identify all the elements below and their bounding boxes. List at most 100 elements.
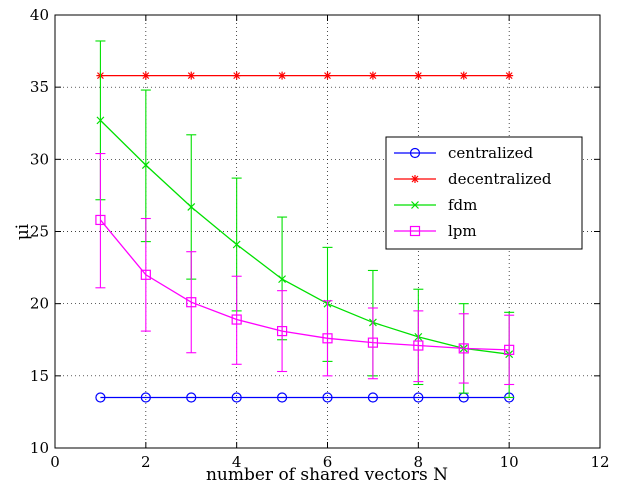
data-point-stroke-b — [187, 203, 196, 211]
series-line — [99, 219, 510, 351]
legend-marker-stroke-d — [411, 175, 419, 183]
data-point-shape — [413, 392, 424, 403]
data-point — [187, 203, 196, 211]
data-point-shape — [367, 392, 379, 403]
legend-marker — [409, 225, 421, 237]
legend-marker-shape — [409, 147, 421, 159]
data-point — [504, 344, 515, 355]
data-point-shape — [95, 214, 106, 226]
data-point-shape — [140, 269, 151, 280]
data-point-stroke-d — [142, 72, 150, 80]
series-layer — [95, 40, 515, 403]
data-point — [140, 269, 151, 280]
data-point-shape — [322, 392, 333, 403]
series-line — [99, 119, 510, 355]
axis-ticks: 0 2 4 6 8 10 12 10 15 20 25 30 35 40 — [30, 6, 610, 471]
data-point-shape — [276, 325, 288, 337]
data-point — [367, 392, 379, 403]
data-point — [413, 340, 424, 351]
data-point-stroke-d — [460, 72, 468, 80]
y-tick-label: 40 — [30, 6, 49, 24]
legend-entry: fdm — [394, 196, 477, 214]
data-point-shape — [367, 337, 379, 348]
data-point-stroke-d — [324, 72, 331, 80]
data-point-stroke-d — [369, 72, 377, 80]
data-point — [459, 71, 468, 80]
x-tick-label: 2 — [141, 453, 151, 471]
data-point-stroke-b — [232, 240, 241, 249]
data-point — [322, 333, 333, 344]
y-axis-label: μi — [13, 223, 33, 240]
y-tick-label: 10 — [30, 439, 49, 457]
x-tick-label: 0 — [50, 453, 60, 471]
data-point-shape — [458, 343, 469, 354]
legend-marker — [411, 175, 419, 183]
data-point-shape — [186, 392, 197, 403]
data-point — [367, 337, 379, 348]
data-point-shape — [231, 392, 242, 403]
legend-marker — [409, 147, 421, 159]
data-point — [187, 71, 196, 80]
legend-marker-shape — [409, 225, 421, 237]
data-point — [323, 71, 332, 80]
data-point-stroke-b — [96, 116, 105, 125]
x-tick-label: 10 — [500, 453, 519, 471]
data-point-shape — [413, 340, 424, 351]
data-point-shape — [322, 333, 333, 344]
data-point — [141, 71, 150, 80]
data-point-shape — [231, 314, 242, 325]
legend-entry: decentralized — [394, 170, 552, 188]
data-point — [413, 392, 424, 403]
legend-label: lpm — [448, 222, 477, 240]
data-point-stroke-d — [414, 72, 422, 80]
data-point — [140, 392, 151, 403]
data-point — [95, 392, 106, 403]
data-point — [458, 343, 469, 354]
data-point — [232, 240, 241, 249]
data-point — [96, 116, 105, 125]
x-tick-label: 6 — [323, 453, 333, 471]
y-tick-label: 25 — [30, 223, 49, 241]
x-tick-label: 8 — [414, 453, 424, 471]
data-point — [276, 392, 288, 403]
legend-marker-stroke-b — [411, 201, 419, 209]
data-point — [368, 71, 377, 80]
data-point — [414, 71, 423, 80]
series-lpm — [95, 153, 515, 386]
legend-label: fdm — [448, 196, 477, 214]
data-point — [278, 71, 287, 80]
legend-entry: centralized — [394, 144, 533, 162]
data-point-stroke-d — [187, 72, 195, 80]
legend-label: centralized — [448, 144, 533, 162]
data-point — [141, 161, 150, 170]
data-point — [322, 392, 333, 403]
data-point — [186, 297, 197, 308]
y-tick-label: 15 — [30, 367, 49, 385]
data-point — [278, 275, 287, 284]
x-axis-label: number of shared vectors N — [206, 465, 448, 485]
y-tick-label: 30 — [30, 150, 49, 168]
x-tick-label: 12 — [590, 453, 609, 471]
data-point — [231, 392, 242, 403]
legend: centralized decentralized fdm lpm — [385, 136, 583, 250]
data-point — [232, 71, 241, 80]
data-point-stroke-b — [141, 161, 150, 170]
series-decentralized — [96, 71, 514, 80]
data-point-stroke-b — [278, 275, 287, 284]
data-point-shape — [140, 392, 151, 403]
y-tick-label: 20 — [30, 295, 49, 313]
data-point-stroke-d — [278, 72, 286, 80]
data-point-stroke-d — [505, 72, 513, 80]
data-point — [186, 392, 197, 403]
data-point-stroke-d — [233, 72, 241, 80]
x-tick-label: 4 — [232, 453, 242, 471]
legend-label: decentralized — [448, 170, 552, 188]
legend-marker — [411, 201, 419, 209]
data-point-shape — [186, 297, 197, 308]
y-tick-label: 35 — [30, 78, 49, 96]
data-point-shape — [95, 392, 106, 403]
data-point-shape — [276, 392, 288, 403]
data-point — [505, 71, 514, 80]
data-point-shape — [504, 344, 515, 355]
